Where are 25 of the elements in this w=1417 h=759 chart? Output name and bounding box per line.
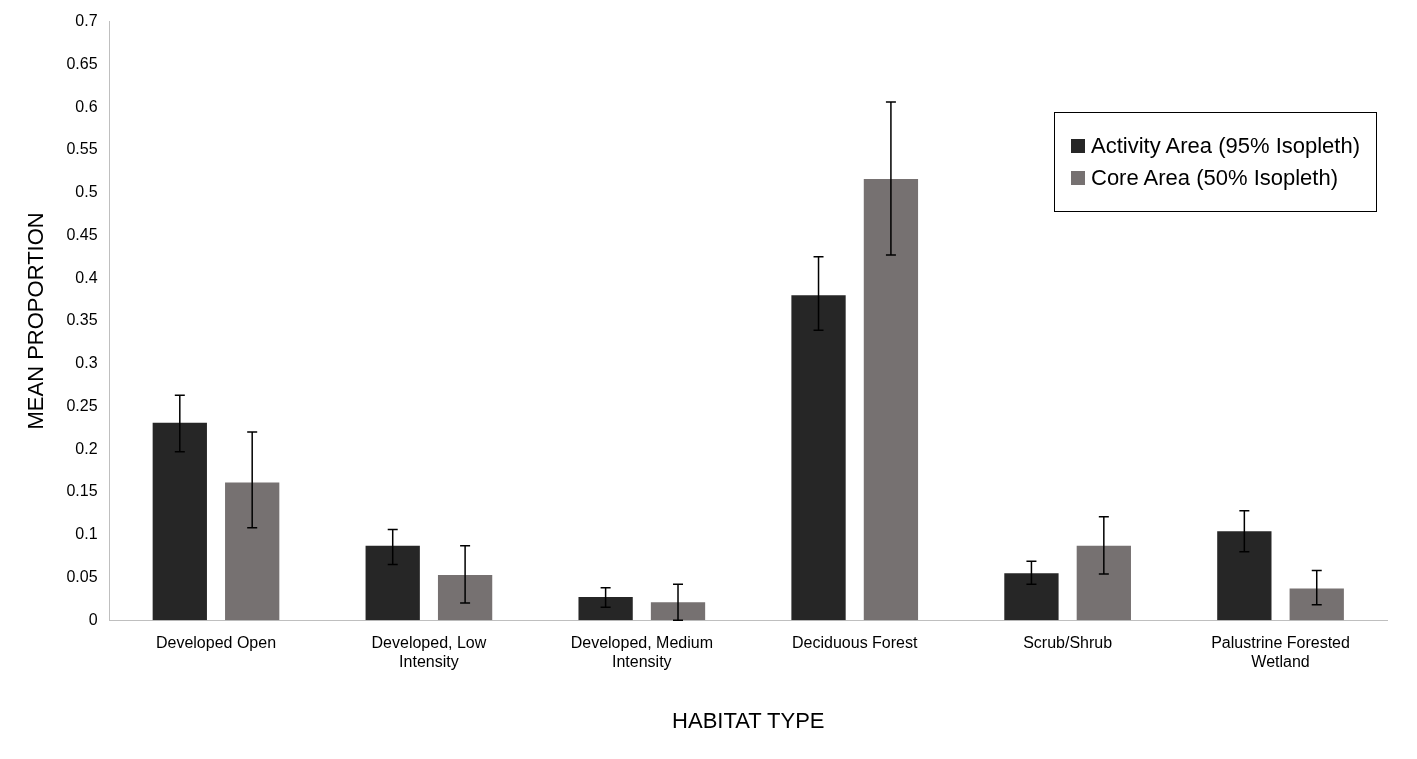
x-tick-label: Developed Open — [155, 634, 277, 652]
x-tick-label: Scrub/Shrub — [1023, 634, 1113, 652]
y-tick-label: 0.55 — [66, 140, 98, 158]
y-tick-label: 0.15 — [66, 482, 98, 500]
legend-label: Activity Area (95% Isopleth) — [1091, 132, 1361, 159]
y-tick-label: 0.25 — [66, 396, 98, 414]
y-tick-label: 0.6 — [75, 97, 98, 115]
x-tick-label: Developed, Low Intensity — [371, 634, 487, 671]
x-axis-title: HABITAT TYPE — [672, 707, 825, 733]
y-tick-label: 0.5 — [75, 183, 98, 201]
y-tick-label: 0.7 — [75, 12, 98, 30]
y-tick-label: 0.3 — [75, 354, 98, 372]
legend-label: Core Area (50% Isopleth) — [1091, 164, 1339, 191]
y-tick-label: 0.45 — [66, 225, 98, 243]
x-tick-label: Deciduous Forest — [792, 634, 918, 652]
y-tick-label: 0 — [88, 610, 98, 628]
y-tick-label: 0.65 — [66, 54, 98, 72]
y-tick-label: 0.35 — [66, 311, 98, 329]
y-tick-label: 0.05 — [66, 567, 98, 585]
y-axis-title: MEAN PROPORTION — [23, 212, 49, 430]
x-tick-label: Palustrine Forested Wetland — [1211, 634, 1350, 671]
y-tick-label: 0.1 — [75, 525, 98, 543]
y-tick-label: 0.2 — [75, 439, 98, 457]
x-tick-label: Developed, Medium Intensity — [570, 634, 713, 671]
y-tick-label: 0.4 — [75, 268, 98, 286]
